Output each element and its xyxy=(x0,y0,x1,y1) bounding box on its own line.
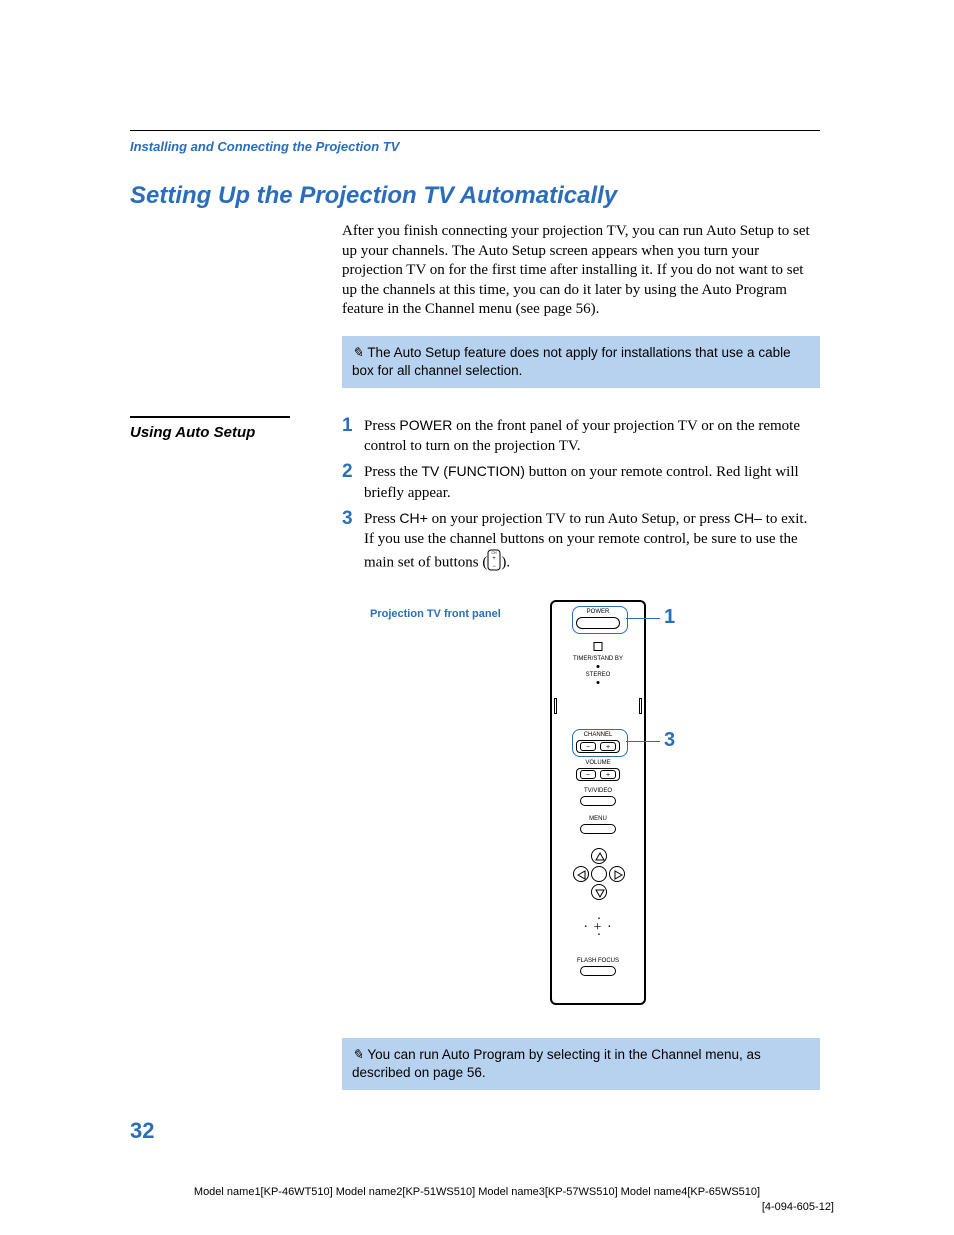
step-text: Press POWER on the front panel of your p… xyxy=(364,416,820,457)
page-number: 32 xyxy=(130,1118,154,1144)
footer-models: Model name1[KP-46WT510] Model name2[KP-5… xyxy=(0,1185,954,1200)
front-panel-diagram: POWER TIMER/STAND BY STEREO CHANNEL − + xyxy=(550,600,646,1005)
svg-text:+: + xyxy=(493,556,497,562)
ch-minus-key-label: CH– xyxy=(734,510,762,526)
ch-plus-key-label: CH+ xyxy=(399,510,427,526)
right-slit-graphic xyxy=(639,698,642,714)
svg-text:CH: CH xyxy=(492,551,498,555)
footer-docnum: [4-094-605-12] xyxy=(0,1200,954,1215)
figure-caption: Projection TV front panel xyxy=(370,608,501,620)
step-text: Press the TV (FUNCTION) button on your r… xyxy=(364,462,820,503)
power-key-label: POWER xyxy=(399,417,452,433)
volume-label: VOLUME xyxy=(585,760,610,766)
section-header: Installing and Connecting the Projection… xyxy=(130,139,820,154)
callout-3-number: 3 xyxy=(664,729,675,752)
callout-1-highlight xyxy=(572,606,628,634)
note-box-1: ✎The Auto Setup feature does not apply f… xyxy=(342,336,820,388)
dpad-center-graphic xyxy=(591,866,607,882)
front-panel-figure: Projection TV front panel POWER TIMER/ST… xyxy=(342,600,820,1020)
step-number: 1 xyxy=(342,416,364,457)
steps-list: 1 Press POWER on the front panel of your… xyxy=(342,416,820,584)
note-box-2: ✎You can run Auto Program by selecting i… xyxy=(342,1038,820,1090)
manual-page: Installing and Connecting the Projection… xyxy=(130,130,820,1118)
pencil-icon: ✎ xyxy=(352,345,363,360)
step-3: 3 Press CH+ on your projection TV to run… xyxy=(342,509,820,578)
flashfocus-label: FLASH FOCUS xyxy=(577,958,619,964)
focus-cross-graphic: · · + · · xyxy=(583,916,612,941)
dpad-up-graphic xyxy=(591,848,607,864)
subsection-title: Using Auto Setup xyxy=(130,424,342,441)
step-1: 1 Press POWER on the front panel of your… xyxy=(342,416,820,457)
menu-label: MENU xyxy=(589,816,607,822)
dpad-down-graphic xyxy=(591,884,607,900)
dpad-left-graphic xyxy=(573,866,589,882)
timer-led-graphic xyxy=(597,665,600,668)
subsection-using-auto-setup: Using Auto Setup 1 Press POWER on the fr… xyxy=(130,416,820,584)
step-text: Press CH+ on your projection TV to run A… xyxy=(364,509,820,578)
note-text: You can run Auto Program by selecting it… xyxy=(352,1047,761,1080)
callout-3-line xyxy=(626,741,660,743)
left-slit-graphic xyxy=(554,698,557,714)
volume-button-graphic: − + xyxy=(576,768,620,781)
flashfocus-button-graphic xyxy=(580,966,616,976)
timer-label: TIMER/STAND BY xyxy=(573,656,623,662)
intro-column: After you finish connecting your project… xyxy=(342,222,820,388)
page-title: Setting Up the Projection TV Automatical… xyxy=(130,182,820,210)
top-rule xyxy=(130,130,820,131)
step-2: 2 Press the TV (FUNCTION) button on your… xyxy=(342,462,820,503)
callout-1-number: 1 xyxy=(664,606,675,629)
intro-paragraph: After you finish connecting your project… xyxy=(342,222,820,320)
callout-1-line xyxy=(626,618,660,620)
tvvideo-button-graphic xyxy=(580,796,616,806)
ir-window-graphic xyxy=(594,642,603,651)
callout-3-highlight xyxy=(572,729,628,757)
footer: Model name1[KP-46WT510] Model name2[KP-5… xyxy=(0,1185,954,1216)
subsection-sidebar: Using Auto Setup xyxy=(130,416,342,584)
svg-text:−: − xyxy=(493,564,497,570)
note-text: The Auto Setup feature does not apply fo… xyxy=(352,345,791,378)
note-2-column: ✎You can run Auto Program by selecting i… xyxy=(342,1038,820,1090)
pencil-icon: ✎ xyxy=(352,1047,363,1062)
tv-function-key-label: TV (FUNCTION) xyxy=(422,463,525,479)
menu-button-graphic xyxy=(580,824,616,834)
subsection-rule xyxy=(130,416,290,418)
tvvideo-label: TV/VIDEO xyxy=(584,788,612,794)
step-number: 2 xyxy=(342,462,364,503)
ch-button-icon: CH+ − xyxy=(487,549,501,577)
dpad-right-graphic xyxy=(609,866,625,882)
stereo-label: STEREO xyxy=(586,672,611,678)
step-number: 3 xyxy=(342,509,364,578)
stereo-led-graphic xyxy=(597,681,600,684)
